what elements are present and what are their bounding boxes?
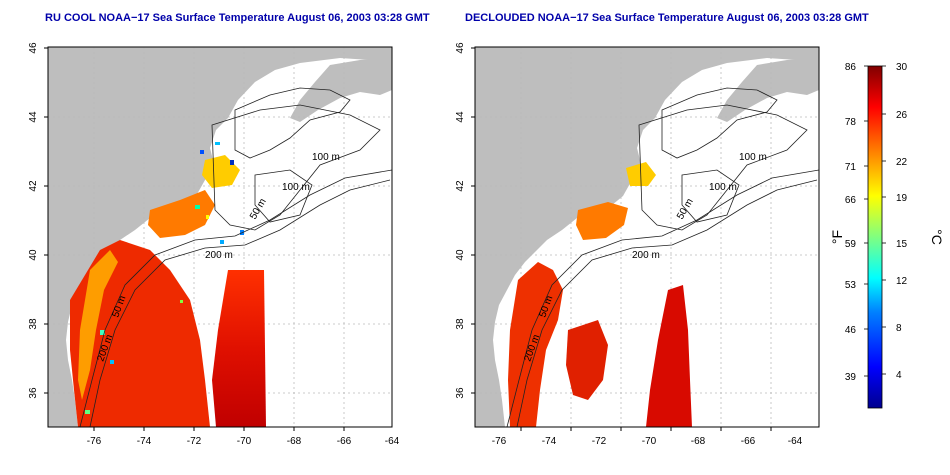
- y-tick-label: 38: [455, 318, 466, 330]
- x-tick-label: -76: [492, 436, 507, 447]
- f-tick-label: 66: [845, 195, 857, 206]
- c-tick-label: 15: [896, 239, 908, 250]
- fahrenheit-ticks: 86 78 71 66 59 53 46 39: [845, 62, 857, 383]
- c-tick-label: 12: [896, 276, 908, 287]
- y-axis: 46 44 42 40 38 36: [455, 42, 466, 399]
- x-tick-label: -68: [691, 436, 706, 447]
- x-axis: -76 -74 -72 -70 -68 -66 -64: [492, 436, 803, 447]
- y-tick-label: 46: [28, 42, 39, 54]
- contour-label: 100 m: [709, 182, 737, 193]
- x-tick-label: -66: [337, 436, 352, 447]
- nova-scotia-land: [290, 58, 392, 122]
- x-tick-label: -74: [542, 436, 557, 447]
- f-tick-label: 78: [845, 117, 857, 128]
- x-tick-label: -68: [287, 436, 302, 447]
- x-tick-label: -72: [187, 436, 202, 447]
- x-tick-label: -72: [592, 436, 607, 447]
- y-axis: 46 44 42 40 38 36: [28, 42, 39, 399]
- contour-label: 200 m: [205, 250, 233, 261]
- contour-label: 200 m: [632, 250, 660, 261]
- y-tick-label: 44: [455, 111, 466, 123]
- c-tick-label: 30: [896, 62, 908, 73]
- f-tick-label: 86: [845, 62, 857, 73]
- y-tick-label: 42: [28, 180, 39, 192]
- land-mass: [48, 47, 392, 427]
- c-tick-label: 8: [896, 323, 902, 334]
- x-tick-label: -64: [385, 436, 400, 447]
- graticule: [475, 47, 819, 427]
- f-tick-label: 71: [845, 162, 857, 173]
- x-tick-label: -64: [788, 436, 803, 447]
- sst-patch: [566, 320, 608, 400]
- f-tick-label: 53: [845, 280, 857, 291]
- y-axis-ticks: [44, 47, 345, 431]
- fahrenheit-label: °F: [829, 230, 845, 244]
- x-tick-label: -70: [237, 436, 252, 447]
- y-tick-label: 38: [28, 318, 39, 330]
- f-tick-label: 59: [845, 239, 857, 250]
- x-tick-label: -70: [642, 436, 657, 447]
- sst-gulf-maine: [576, 202, 628, 240]
- y-tick-label: 46: [455, 42, 466, 54]
- celsius-label: °C: [929, 229, 945, 245]
- c-tick-label: 26: [896, 110, 908, 121]
- y-tick-label: 42: [455, 180, 466, 192]
- y-tick-label: 36: [28, 387, 39, 399]
- colorbar-ticks: [864, 65, 886, 377]
- sst-map-declouded: 100 m 100 m 50 m 200 m 50 m 200 m 46 44 …: [455, 42, 820, 447]
- c-tick-label: 4: [896, 370, 902, 381]
- panel-title-left: RU COOL NOAA−17 Sea Surface Temperature …: [45, 12, 430, 24]
- x-tick-label: -76: [87, 436, 102, 447]
- colorbar-gradient: [867, 65, 883, 409]
- y-tick-label: 40: [28, 249, 39, 261]
- colorbar: 86 78 71 66 59 53 46 39 30 26 22 19 15 1…: [829, 62, 945, 409]
- y-tick-label: 44: [28, 111, 39, 123]
- c-tick-label: 19: [896, 193, 908, 204]
- bathymetry-contours: [506, 87, 819, 427]
- map-border: [474, 46, 820, 428]
- sst-warm-band: [212, 270, 266, 427]
- bathymetry-contours: [79, 87, 392, 427]
- contour-label: 100 m: [282, 182, 310, 193]
- land-mass: [475, 47, 819, 427]
- sst-coastal-band: [508, 262, 563, 427]
- f-tick-label: 39: [845, 372, 857, 383]
- celsius-ticks: 30 26 22 19 15 12 8 4: [896, 62, 908, 381]
- sst-warm-band: [646, 285, 692, 427]
- contour-label: 100 m: [739, 152, 767, 163]
- y-axis-ticks: [471, 47, 772, 431]
- contour-label: 100 m: [312, 152, 340, 163]
- c-tick-label: 22: [896, 157, 908, 168]
- x-tick-label: -66: [741, 436, 756, 447]
- y-tick-label: 36: [455, 387, 466, 399]
- nova-scotia-land: [717, 58, 819, 122]
- f-tick-label: 46: [845, 325, 857, 336]
- x-axis: -76 -74 -72 -70 -68 -66 -64: [87, 436, 400, 447]
- sst-map-raw: 100 m 100 m 50 m 200 m 50 m 200 m 46 44 …: [28, 42, 400, 447]
- y-tick-label: 40: [455, 249, 466, 261]
- sst-yellow-band: [78, 250, 118, 400]
- x-tick-label: -74: [137, 436, 152, 447]
- sst-gulf-maine: [148, 190, 215, 238]
- map-border: [47, 46, 393, 428]
- panel-title-right: DECLOUDED NOAA−17 Sea Surface Temperatur…: [465, 12, 869, 24]
